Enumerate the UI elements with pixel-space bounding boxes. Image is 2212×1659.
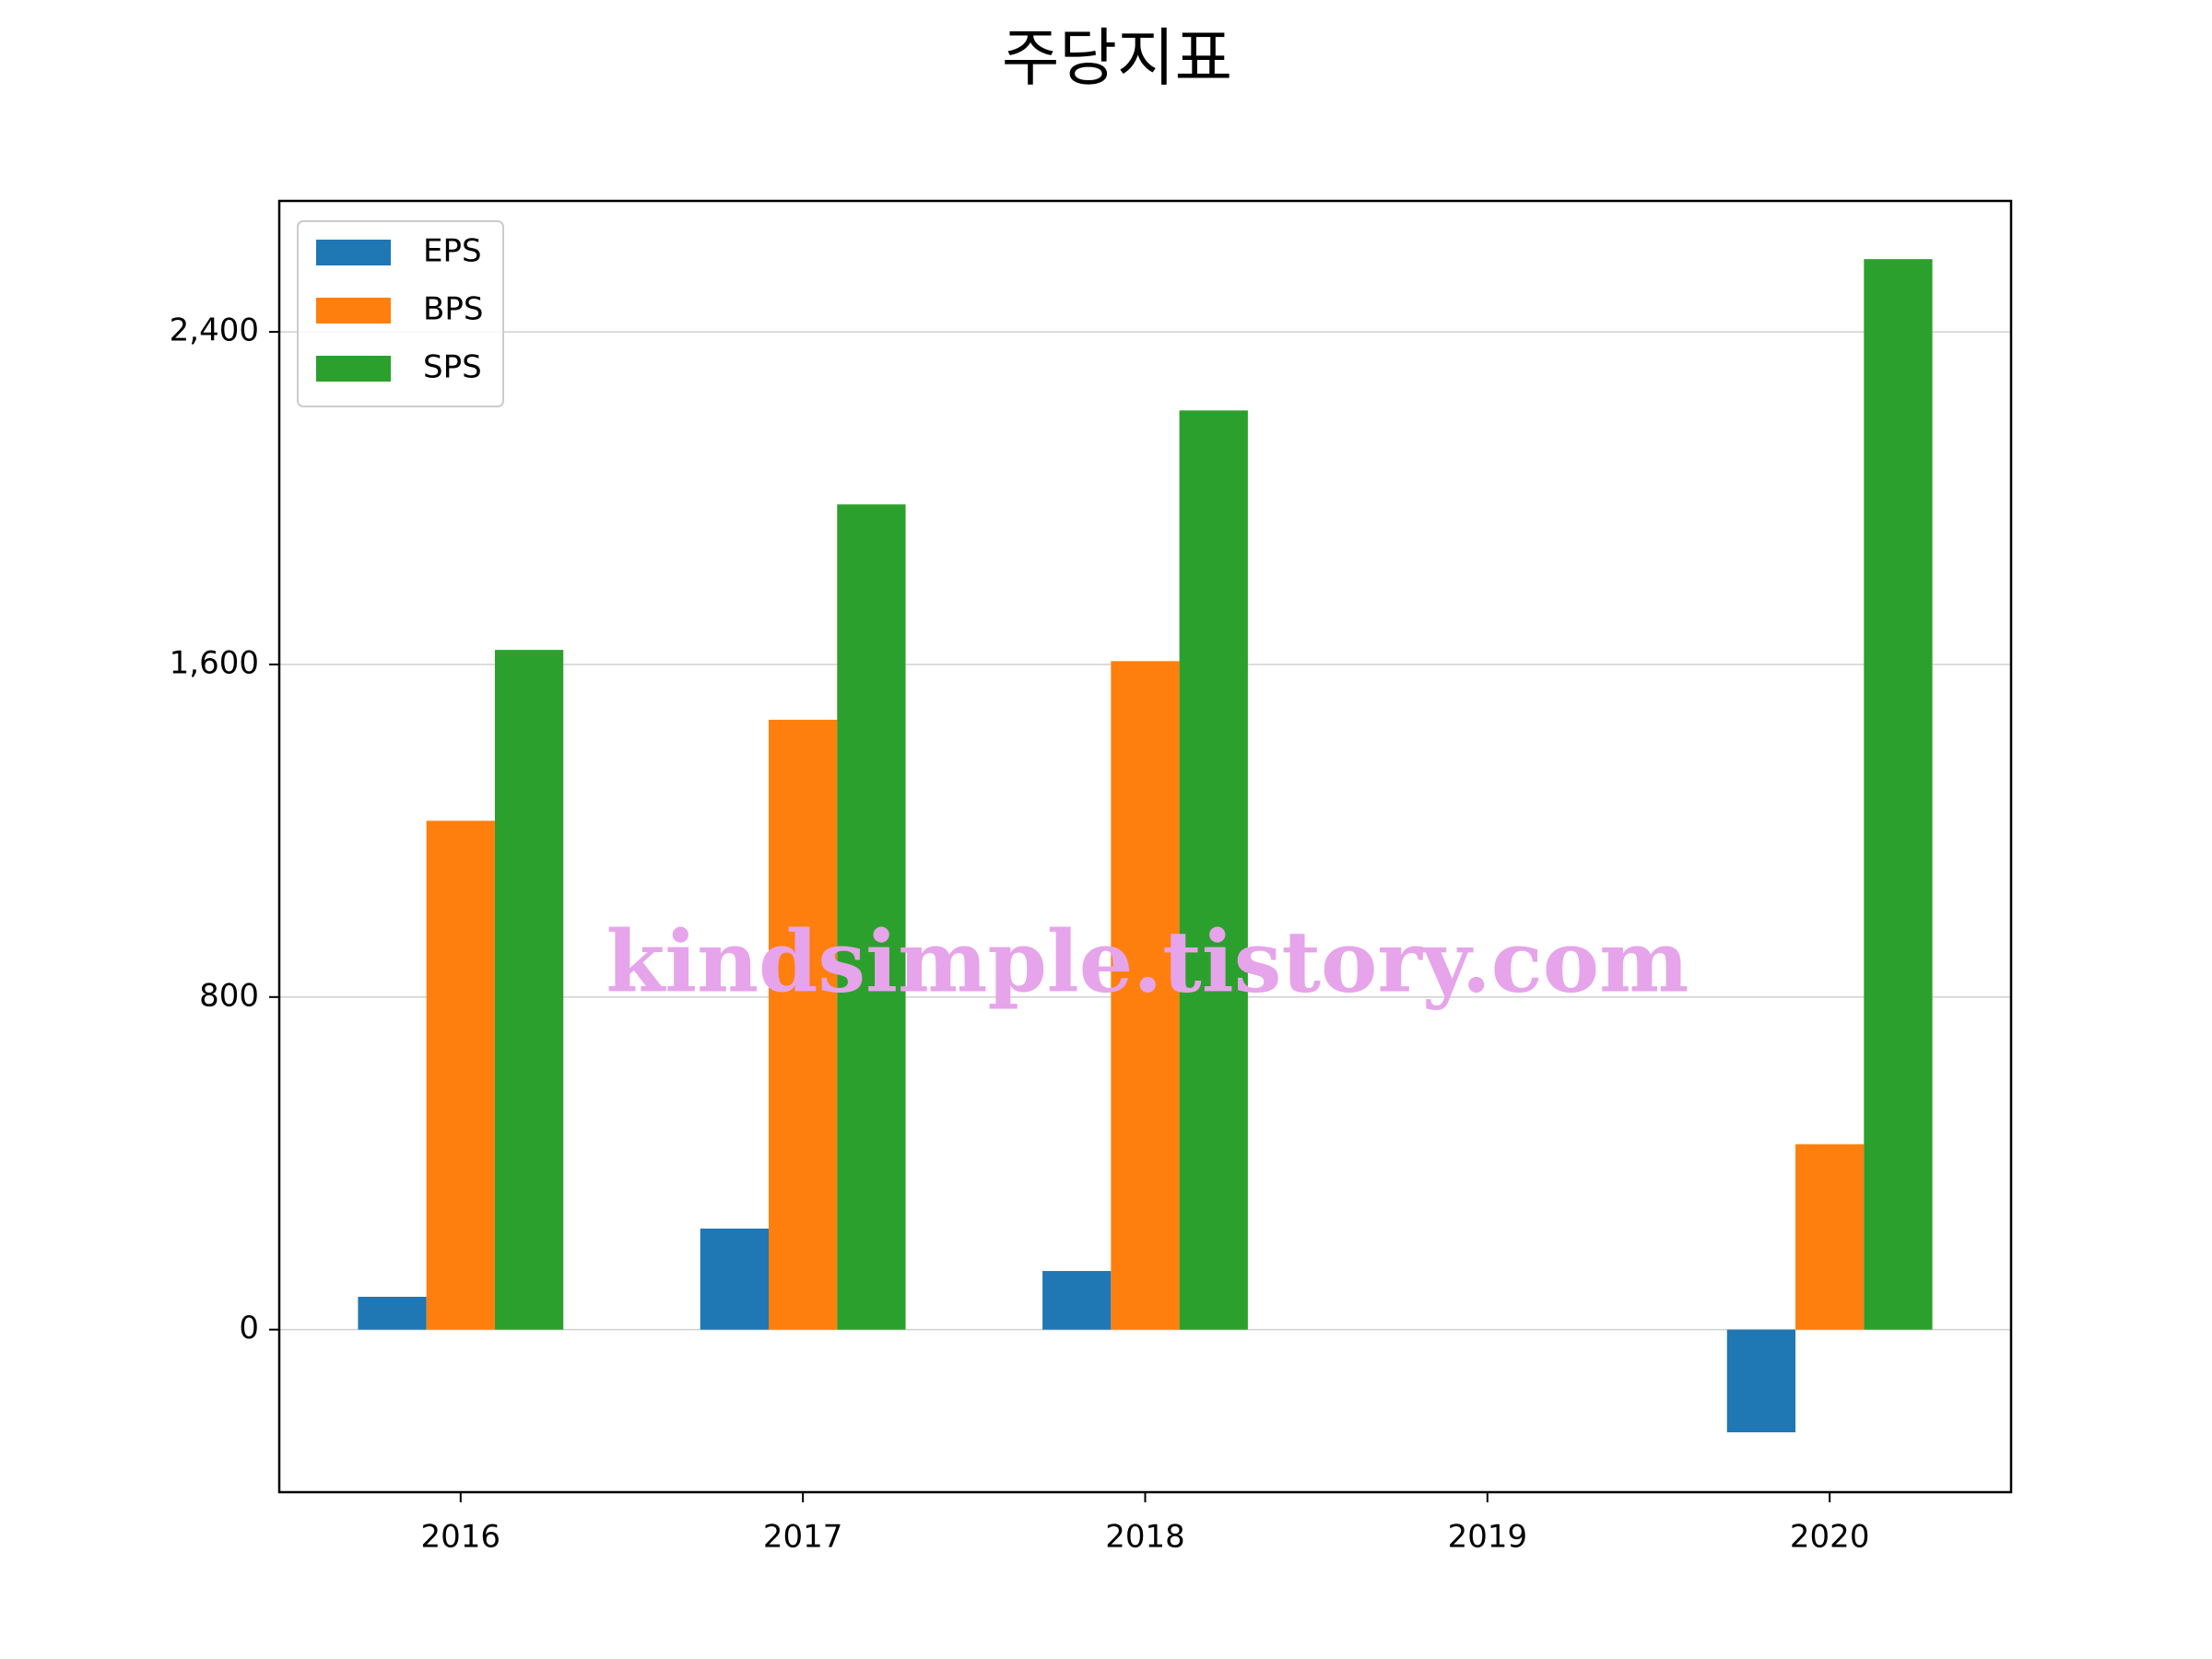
bar [494, 650, 564, 1330]
y-tick-label: 800 [199, 977, 259, 1014]
x-tick-label: 2019 [1448, 1519, 1528, 1556]
bar [1864, 259, 1933, 1330]
x-tick-label: 2020 [1790, 1519, 1870, 1556]
chart-title: 주당지표 [1002, 23, 1232, 96]
y-tick-label: 0 [239, 1310, 259, 1347]
legend-swatch [316, 240, 391, 265]
bar [700, 1229, 770, 1330]
bar [1795, 1144, 1865, 1330]
y-tick-label: 1,600 [170, 644, 259, 681]
y-tick-label: 2,400 [170, 312, 259, 349]
legend-label: SPS [423, 349, 482, 386]
bar [769, 719, 838, 1330]
x-tick-label: 2018 [1105, 1519, 1185, 1556]
bar [1111, 661, 1180, 1330]
legend-swatch [316, 356, 391, 382]
x-tick-label: 2016 [421, 1519, 501, 1556]
legend-label: BPS [423, 291, 483, 328]
legend-swatch [316, 298, 391, 324]
watermark: kindsimple.tistory.com [606, 912, 1688, 1012]
x-tick-label: 2017 [763, 1519, 843, 1556]
bar [358, 1297, 427, 1330]
legend-label: EPS [423, 233, 482, 270]
bar [1042, 1271, 1112, 1330]
plot-frame [277, 199, 2013, 1494]
bar [1179, 410, 1248, 1330]
bar [837, 504, 906, 1330]
bar [1726, 1329, 1796, 1433]
bar [426, 820, 495, 1330]
